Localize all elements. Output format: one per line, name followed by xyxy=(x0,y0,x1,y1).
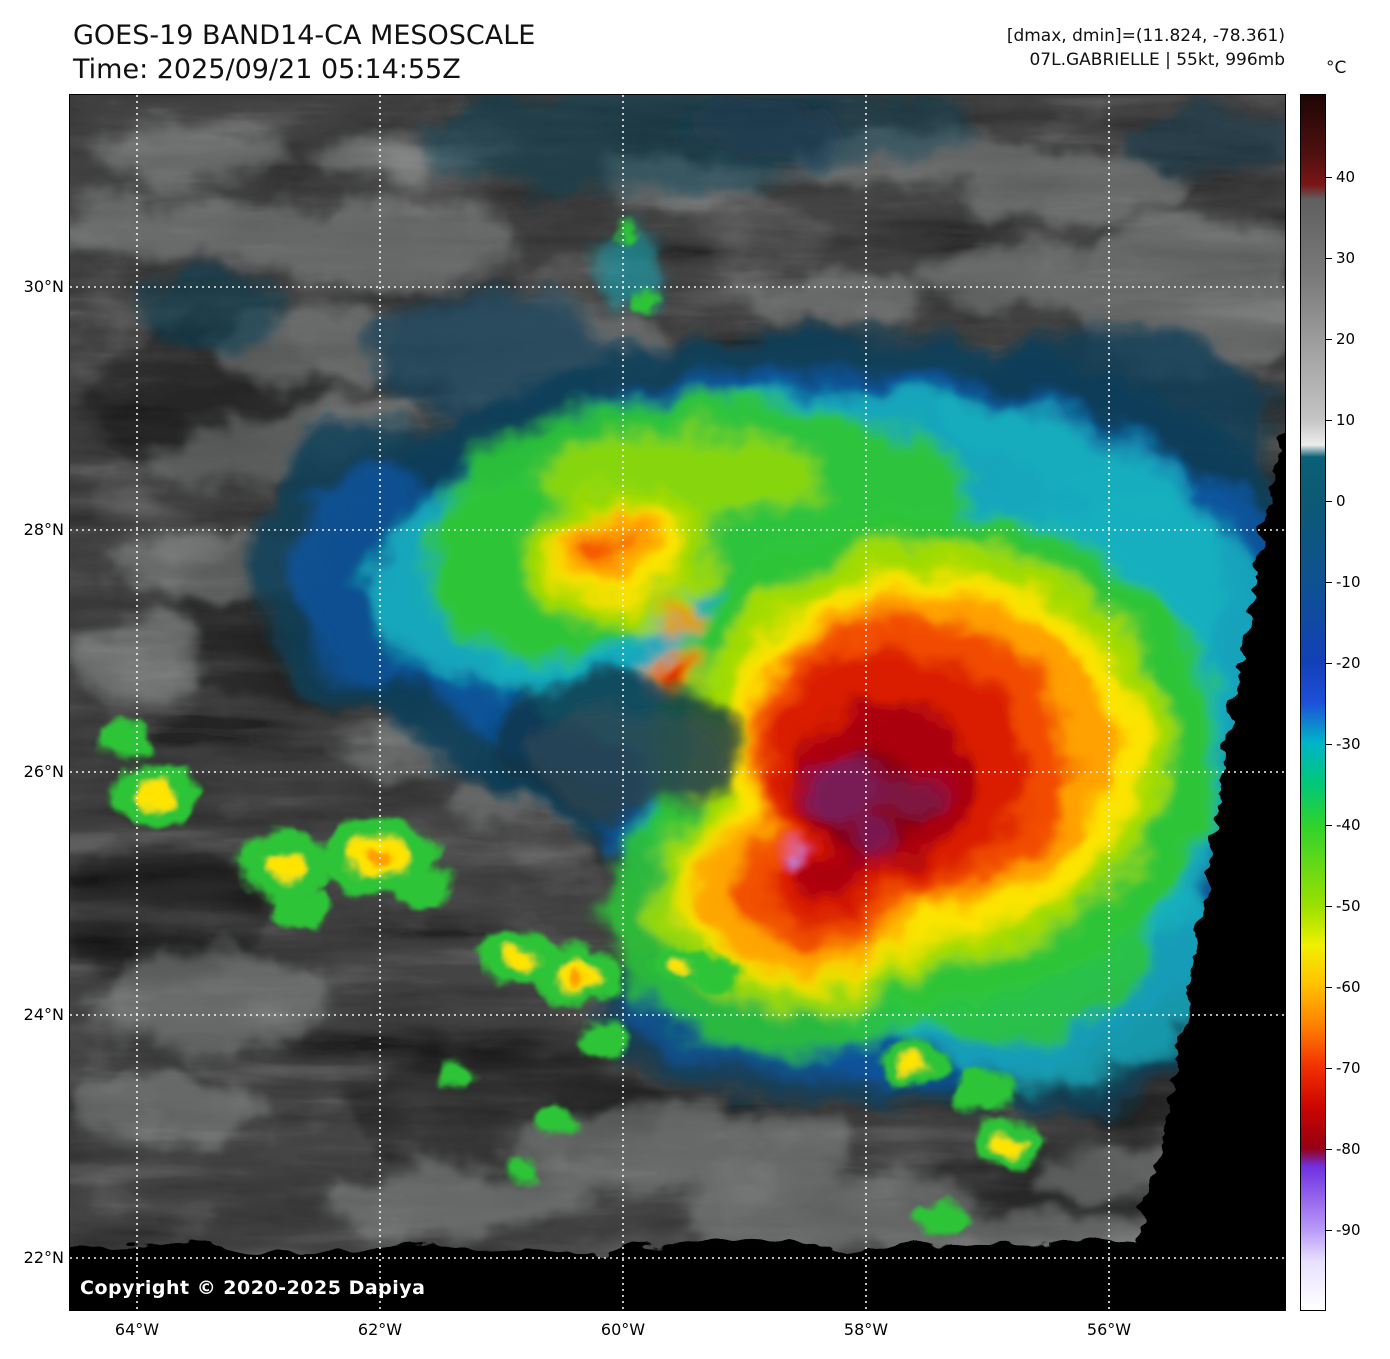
colorbar-label-m30: -30 xyxy=(1336,735,1361,753)
colorbar-tick xyxy=(1326,1068,1332,1069)
colorbar-label-m80: -80 xyxy=(1336,1140,1361,1158)
colorbar-tick xyxy=(1326,663,1332,664)
lat-label-26n: 26°N xyxy=(23,762,64,781)
colorbar-tick xyxy=(1326,339,1332,340)
graticule-gridlines xyxy=(70,95,1285,1310)
timestamp-label: Time: 2025/09/21 05:14:55Z xyxy=(73,54,461,85)
colorbar-label-30: 30 xyxy=(1336,249,1356,267)
storm-info-label: 07L.GABRIELLE | 55kt, 996mb xyxy=(1029,50,1285,70)
colorbar-tick xyxy=(1326,501,1332,502)
lat-label-22n: 22°N xyxy=(23,1248,64,1267)
colorbar-label-m20: -20 xyxy=(1336,654,1361,672)
colorbar-tick xyxy=(1326,825,1332,826)
colorbar-tick xyxy=(1326,1149,1332,1150)
colorbar-label-40: 40 xyxy=(1336,168,1356,186)
dmax-dmin-readout: [dmax, dmin]=(11.824, -78.361) xyxy=(1006,26,1285,46)
copyright-watermark: Copyright © 2020-2025 Dapiya xyxy=(80,1277,426,1299)
colorbar-label-0: 0 xyxy=(1336,492,1346,510)
lat-label-24n: 24°N xyxy=(23,1005,64,1024)
colorbar-label-m10: -10 xyxy=(1336,573,1361,591)
scan-edge-black-region xyxy=(70,430,1285,1310)
lat-label-30n: 30°N xyxy=(23,277,64,296)
colorbar-tick xyxy=(1326,177,1332,178)
colorbar-label-m50: -50 xyxy=(1336,897,1361,915)
lat-label-28n: 28°N xyxy=(23,520,64,539)
page-title: GOES-19 BAND14-CA MESOSCALE xyxy=(73,20,536,51)
colorbar-tick xyxy=(1326,744,1332,745)
colorbar-tick xyxy=(1326,1230,1332,1231)
colorbar-tick xyxy=(1326,420,1332,421)
lon-label-60w: 60°W xyxy=(600,1320,646,1339)
colorbar-unit-label: °C xyxy=(1326,58,1347,78)
scattered-convective-cells xyxy=(97,226,1042,1236)
lon-label-56w: 56°W xyxy=(1086,1320,1132,1339)
colorbar-label-m70: -70 xyxy=(1336,1059,1361,1077)
temperature-colorbar xyxy=(1300,94,1326,1311)
colorbar-label-m60: -60 xyxy=(1336,978,1361,996)
colorbar-label-m90: -90 xyxy=(1336,1221,1361,1239)
colorbar-tick xyxy=(1326,906,1332,907)
colorbar-label-m40: -40 xyxy=(1336,816,1361,834)
colorbar-label-10: 10 xyxy=(1336,411,1356,429)
colorbar-tick xyxy=(1326,258,1332,259)
lon-label-64w: 64°W xyxy=(114,1320,160,1339)
storm-ir-layers xyxy=(140,95,1285,1115)
satellite-map-panel: Copyright © 2020-2025 Dapiya xyxy=(69,94,1286,1311)
lon-label-62w: 62°W xyxy=(357,1320,403,1339)
satellite-ir-image xyxy=(70,95,1285,1310)
lon-label-58w: 58°W xyxy=(843,1320,889,1339)
colorbar-label-20: 20 xyxy=(1336,330,1356,348)
dry-slot xyxy=(490,673,740,817)
colorbar-tick xyxy=(1326,987,1332,988)
colorbar-tick xyxy=(1326,582,1332,583)
